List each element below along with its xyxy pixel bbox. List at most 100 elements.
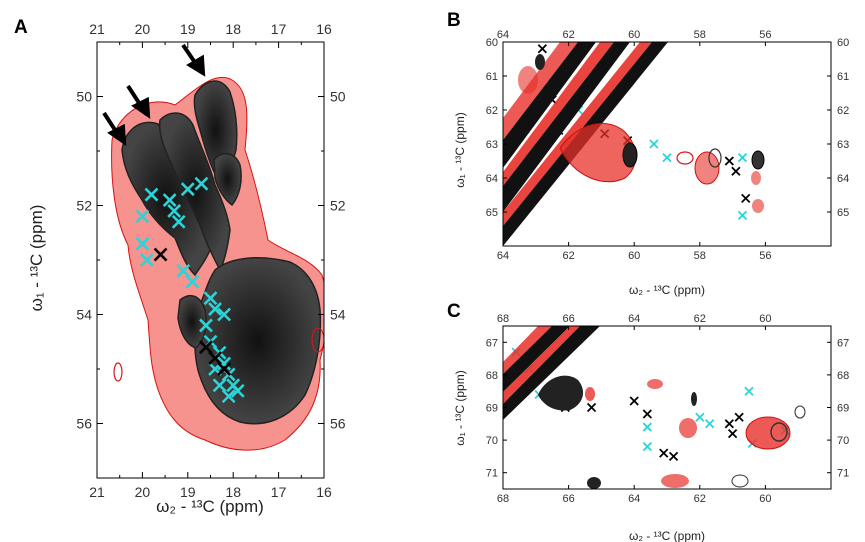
panel-c-ytick-label-right: 70 [837, 435, 849, 447]
black-cross-marker [217, 362, 232, 376]
panel-b-ylabel: ω₁ - ¹³C (ppm) [453, 112, 467, 187]
panel-c-xtick-label-bottom: 64 [628, 493, 640, 505]
panel-a-xtick-label-bottom: 17 [271, 484, 287, 500]
cyan-cross-marker [737, 210, 748, 221]
panel-a-ticks: 21 21 20 20 19 19 18 18 17 17 16 16 50 50 52 52 54 54 56 56 [76, 21, 345, 500]
panel-b-ytick-label-left: 62 [486, 105, 498, 117]
panel-a-xtick-label-top: 18 [225, 21, 241, 37]
panel-a-xtick-label-top: 17 [271, 21, 287, 37]
panel-b-ytick-label-right: 63 [837, 139, 849, 151]
panel-b-xtick-label-bottom: 64 [497, 250, 509, 262]
panel-a-xtick-label-top: 16 [316, 21, 332, 37]
panel-c-xlabel: ω₂ - ¹³C (ppm) [629, 529, 705, 542]
panel-b-ytick-label-right: 65 [837, 207, 849, 219]
panel-c-xtick-label-bottom: 66 [562, 493, 574, 505]
panel-b-xtick-label-top: 64 [497, 29, 509, 41]
cyan-cross-marker [217, 307, 232, 322]
panel-a-spectrum [111, 76, 324, 451]
panel-a-arrows [102, 43, 206, 147]
panel-label-b: B [447, 10, 461, 31]
panel-b-ytick-label-right: 62 [837, 105, 849, 117]
panel-c-ylabel: ω₁ - ¹³C (ppm) [453, 370, 467, 445]
black-cross-marker [734, 412, 744, 422]
panel-label-a: A [14, 17, 28, 38]
panel-c-ytick-label-left: 68 [486, 370, 498, 382]
black-cross-marker [629, 396, 639, 406]
panel-c-ytick-label-left: 69 [486, 403, 498, 415]
cyan-cross-marker [171, 214, 186, 229]
cyan-cross-marker [140, 253, 154, 267]
panel-a-xtick-label-bottom: 16 [316, 484, 332, 500]
black-cross-marker [731, 166, 741, 176]
panel-b-ytick-label-left: 60 [486, 37, 498, 49]
black-cross-marker [537, 44, 547, 54]
panel-c-ytick-label-left: 71 [486, 468, 498, 480]
cyan-cross-marker [642, 422, 652, 432]
panel-a-ytick-label-left: 52 [76, 198, 92, 214]
panel-a-ytick-label-left: 56 [76, 416, 92, 432]
panel-a-ytick-label-right: 50 [330, 89, 346, 105]
peak-markers [135, 44, 790, 462]
panel-c-xtick-label-bottom: 60 [759, 493, 771, 505]
panel-c-ytick-label-right: 69 [837, 403, 849, 415]
cyan-cross-marker [135, 209, 150, 224]
panel-a-xtick-label-top: 20 [135, 21, 151, 37]
black-cross-marker [724, 419, 734, 429]
panel-a-ytick-label-left: 50 [76, 89, 92, 105]
panel-b-xlabel: ω₂ - ¹³C (ppm) [629, 283, 705, 297]
cyan-cross-marker [194, 176, 209, 191]
panel-b-xtick-label-top: 58 [694, 29, 706, 41]
panel-a-xlabel: ω₂ - ¹³C (ppm) [156, 497, 264, 516]
panel-b-ytick-label-left: 63 [486, 139, 498, 151]
panel-b-ytick-label-left: 65 [486, 207, 498, 219]
cyan-cross-marker [695, 412, 705, 422]
panel-a-ytick-label-right: 56 [330, 416, 346, 432]
panel-b-xtick-label-bottom: 60 [628, 250, 640, 262]
panel-a-xtick-label-bottom: 20 [135, 484, 151, 500]
panel-b-xtick-label-bottom: 56 [759, 250, 771, 262]
panel-b-ytick-label-left: 64 [486, 173, 498, 185]
panel-a-ylabel: ω₁ - ¹³C (ppm) [27, 205, 46, 312]
panel-a-ytick-label-left: 54 [76, 307, 92, 323]
panel-c-xtick-label-top: 66 [562, 313, 574, 325]
panel-b-ytick-label-right: 61 [837, 71, 849, 83]
cyan-cross-marker [221, 389, 236, 404]
cyan-cross-marker [203, 291, 218, 306]
panel-b-ytick-label-left: 61 [486, 71, 498, 83]
panel-b-ytick-label-right: 60 [837, 37, 849, 49]
panel-a-ytick-label-right: 54 [330, 307, 346, 323]
cyan-cross-marker [180, 182, 195, 197]
black-cross-marker [724, 156, 734, 166]
black-cross-marker [741, 193, 751, 204]
black-cross-marker [153, 247, 168, 262]
black-cross-marker [659, 448, 669, 458]
cyan-cross-marker [162, 193, 177, 207]
cyan-cross-marker [662, 152, 672, 163]
cyan-cross-marker [649, 139, 659, 149]
panel-c-xtick-label-top: 60 [759, 313, 771, 325]
cyan-cross-marker [744, 386, 754, 396]
panel-a-xtick-label-top: 19 [180, 21, 196, 37]
panel-c-xtick-label-bottom: 68 [497, 493, 509, 505]
panel-c-ytick-label-right: 67 [837, 337, 849, 349]
panel-c-ytick-label-left: 67 [486, 337, 498, 349]
panel-b-ytick-label-right: 64 [837, 173, 849, 185]
panel-a-xtick-label-bottom: 19 [180, 484, 196, 500]
cyan-cross-marker [705, 419, 715, 429]
cyan-cross-marker [185, 274, 200, 289]
cyan-cross-marker [167, 204, 182, 218]
panel-a-xtick-label-bottom: 18 [225, 484, 241, 500]
cyan-cross-marker [230, 383, 245, 398]
panel-b-xtick-label-top: 62 [562, 29, 574, 41]
cyan-cross-marker [737, 152, 748, 163]
panel-b-xtick-label-top: 60 [628, 29, 640, 41]
panel-c-ytick-label-left: 70 [486, 435, 498, 447]
panel-a-ytick-label-right: 52 [330, 198, 346, 214]
panel-c-xtick-label-top: 64 [628, 313, 640, 325]
black-cross-marker [668, 451, 679, 462]
cyan-cross-marker [642, 441, 652, 452]
panel-b-xtick-label-bottom: 58 [694, 250, 706, 262]
black-cross-marker [642, 409, 652, 419]
cyan-cross-marker [144, 187, 159, 202]
